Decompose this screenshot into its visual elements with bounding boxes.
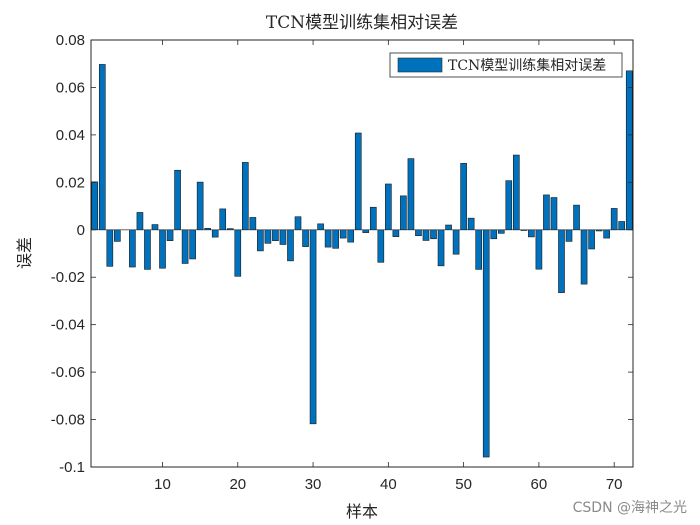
bar: [603, 229, 610, 239]
y-axis-label: 误差: [15, 237, 34, 269]
bar: [294, 216, 302, 231]
bar: [136, 212, 144, 231]
bar: [249, 217, 257, 231]
bar: [234, 229, 242, 277]
bar: [302, 229, 309, 247]
bar: [467, 217, 475, 231]
bar: [339, 229, 347, 239]
bar: [430, 229, 437, 240]
bar: [445, 224, 452, 231]
x-tick-label: 10: [154, 476, 171, 493]
y-tick-label: -0.02: [51, 269, 85, 286]
bar: [362, 229, 370, 233]
legend: TCN模型训练集相对误差: [389, 52, 623, 78]
x-tick-label: 40: [380, 476, 397, 493]
legend-label: TCN模型训练集相对误差: [448, 57, 606, 74]
bar: [565, 229, 573, 242]
bar: [264, 229, 272, 244]
bar: [573, 204, 580, 231]
x-tick-label: 60: [531, 476, 548, 493]
bar: [452, 229, 460, 255]
bar: [354, 132, 362, 231]
bar: [505, 180, 513, 231]
bar: [610, 208, 618, 231]
bar: [543, 194, 550, 231]
bar: [482, 229, 490, 458]
bar: [211, 229, 219, 238]
bar: [490, 229, 498, 240]
bar: [166, 229, 174, 241]
x-tick-label: 30: [305, 476, 322, 493]
bar: [347, 229, 355, 243]
x-axis-ticks: 10 20 30 40 50 60 70: [154, 40, 623, 493]
bar: [279, 229, 287, 245]
bar: [189, 229, 196, 260]
bar: [369, 206, 377, 231]
bar: [181, 229, 189, 264]
bar: [618, 221, 626, 231]
bar: [144, 229, 151, 270]
bar: [385, 183, 392, 231]
bar: [460, 163, 467, 231]
bar: [287, 229, 294, 262]
bar: [437, 229, 445, 267]
bar: [257, 229, 264, 252]
bar: [151, 224, 159, 231]
x-tick-label: 50: [455, 476, 472, 493]
bar: [550, 197, 558, 231]
bar: [400, 195, 407, 231]
y-tick-label: 0.04: [56, 127, 85, 144]
bar: [242, 162, 249, 231]
x-tick-label: 20: [229, 476, 246, 493]
y-tick-label: -0.1: [59, 459, 85, 476]
bar: [377, 229, 385, 263]
bar: [558, 229, 565, 293]
bar: [528, 229, 535, 238]
bar: [513, 154, 520, 231]
bar: [317, 223, 324, 231]
y-tick-label: -0.08: [51, 412, 85, 429]
bar: [196, 181, 204, 231]
y-tick-label: -0.06: [51, 364, 85, 381]
bar: [497, 229, 505, 234]
bar: [91, 181, 99, 231]
x-axis-label: 样本: [346, 502, 378, 521]
plot-area: [90, 39, 634, 468]
bar: [415, 229, 422, 237]
y-axis-ticks: -0.1 -0.08 -0.06 -0.04 -0.02 0 0.02 0.04 0.06 0.0…: [51, 32, 633, 476]
legend-swatch: [397, 57, 443, 73]
watermark-text: CSDN @海神之光: [573, 500, 687, 516]
bar: [422, 229, 430, 241]
bar: [392, 229, 400, 237]
chart-title: TCN模型训练集相对误差: [266, 13, 458, 33]
bar: [106, 229, 114, 267]
bar: [535, 229, 543, 270]
y-tick-label: 0.02: [56, 174, 85, 191]
bar: [309, 229, 317, 425]
bar: [625, 70, 633, 231]
bar: [332, 229, 339, 249]
bar: [588, 229, 595, 250]
bar: [219, 208, 227, 231]
bar: [114, 229, 121, 242]
bar: [475, 229, 482, 270]
y-tick-label: 0: [77, 222, 85, 239]
x-tick-label: 70: [606, 476, 623, 493]
bar: [580, 229, 588, 285]
y-tick-label: 0.06: [56, 79, 85, 96]
bar: [407, 158, 415, 231]
bar: [98, 64, 106, 231]
bar: [174, 169, 181, 231]
y-tick-label: -0.04: [51, 317, 85, 334]
bar: [324, 229, 332, 248]
bar: [159, 229, 166, 269]
bar: [129, 229, 136, 268]
y-tick-label: 0.08: [56, 32, 85, 49]
bar: [272, 229, 279, 241]
